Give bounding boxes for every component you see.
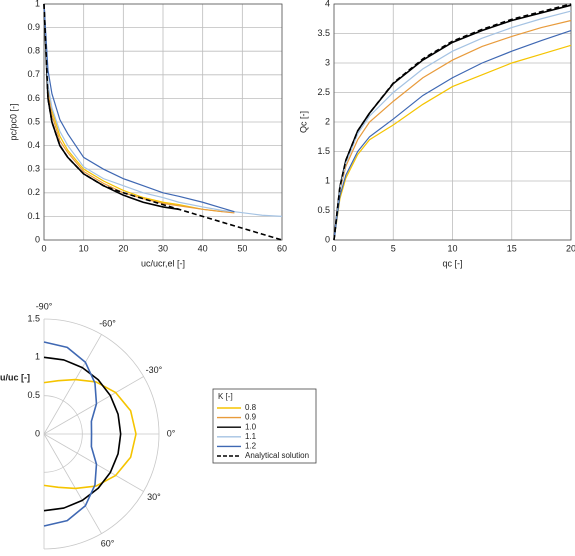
y-tick-label: 2 <box>325 116 330 126</box>
legend-label: 1.0 <box>245 422 257 431</box>
polar-line <box>43 341 98 527</box>
x-tick-label: 40 <box>198 243 208 253</box>
series-line <box>43 3 235 213</box>
x-axis-label: qc [-] <box>442 258 462 268</box>
y-tick-label: 1 <box>35 0 40 8</box>
x-tick-label: 0 <box>331 243 336 253</box>
legend-label: Analytical solution <box>245 451 309 460</box>
y-tick-label: 2.5 <box>317 87 330 97</box>
angle-tick-label: -30° <box>146 365 163 375</box>
x-tick-label: 15 <box>507 243 517 253</box>
series-line <box>333 44 572 241</box>
angle-tick-label: -90° <box>36 301 53 311</box>
radial-tick-label: 1.5 <box>27 313 40 323</box>
x-tick-label: 0 <box>41 243 46 253</box>
legend-label: 1.2 <box>245 442 257 451</box>
legend-title: K [-] <box>218 392 233 401</box>
angle-tick-label: 0° <box>167 428 176 438</box>
y-tick-label: 0.3 <box>27 164 40 174</box>
axes-frame <box>333 3 572 241</box>
y-tick-label: 3.5 <box>317 28 330 38</box>
radial-axis-label: u/uc [-] <box>0 372 30 382</box>
y-tick-label: 0.1 <box>27 211 40 221</box>
y-tick-label: 0.5 <box>317 205 330 215</box>
legend-box <box>212 388 317 464</box>
y-tick-label: 3 <box>325 57 330 67</box>
series-line <box>333 19 572 241</box>
series-line <box>43 3 283 217</box>
radial-tick-label: 0 <box>35 428 40 438</box>
angle-tick-label: -60° <box>99 318 116 328</box>
y-axis-label: pc/pc0 [-] <box>8 103 18 140</box>
series-line <box>43 3 235 214</box>
x-tick-label: 30 <box>158 243 168 253</box>
x-axis-label: uc/ucr,el [-] <box>141 258 185 268</box>
x-tick-label: 10 <box>79 243 89 253</box>
y-tick-label: 0.6 <box>27 93 40 103</box>
y-tick-label: 4 <box>325 0 330 8</box>
y-tick-label: 0.2 <box>27 187 40 197</box>
polar-line <box>43 356 122 512</box>
axes-frame <box>43 3 283 241</box>
y-tick-label: 0 <box>35 234 40 244</box>
series-line <box>43 3 283 241</box>
y-tick-label: 0.7 <box>27 69 40 79</box>
radial-tick-label: 1 <box>35 352 40 362</box>
angle-tick-label: 30° <box>147 492 161 502</box>
polar-line <box>43 378 137 490</box>
x-tick-label: 10 <box>447 243 457 253</box>
legend-label: 0.9 <box>245 413 257 422</box>
x-tick-label: 50 <box>237 243 247 253</box>
y-tick-label: 0.5 <box>27 116 40 126</box>
x-tick-label: 5 <box>391 243 396 253</box>
angle-spoke <box>43 433 144 492</box>
angle-spoke <box>43 334 102 435</box>
series-line <box>333 3 572 241</box>
legend-label: 0.8 <box>245 403 257 412</box>
x-tick-label: 20 <box>566 243 575 253</box>
y-tick-label: 0.8 <box>27 46 40 56</box>
y-axis-label: Qc [-] <box>298 111 308 133</box>
y-tick-label: 0.9 <box>27 22 40 32</box>
y-tick-label: 1 <box>325 175 330 185</box>
x-tick-label: 60 <box>277 243 287 253</box>
angle-tick-label: 60° <box>101 538 115 548</box>
y-tick-label: 0 <box>325 234 330 244</box>
angle-spoke <box>43 376 144 435</box>
legend-label: 1.1 <box>245 432 257 441</box>
series-line <box>43 3 223 213</box>
y-tick-label: 0.4 <box>27 140 40 150</box>
radial-tick-label: 0.5 <box>27 390 40 400</box>
series-line <box>333 29 572 241</box>
y-tick-label: 1.5 <box>317 146 330 156</box>
angle-spoke <box>43 433 102 534</box>
x-tick-label: 20 <box>118 243 128 253</box>
